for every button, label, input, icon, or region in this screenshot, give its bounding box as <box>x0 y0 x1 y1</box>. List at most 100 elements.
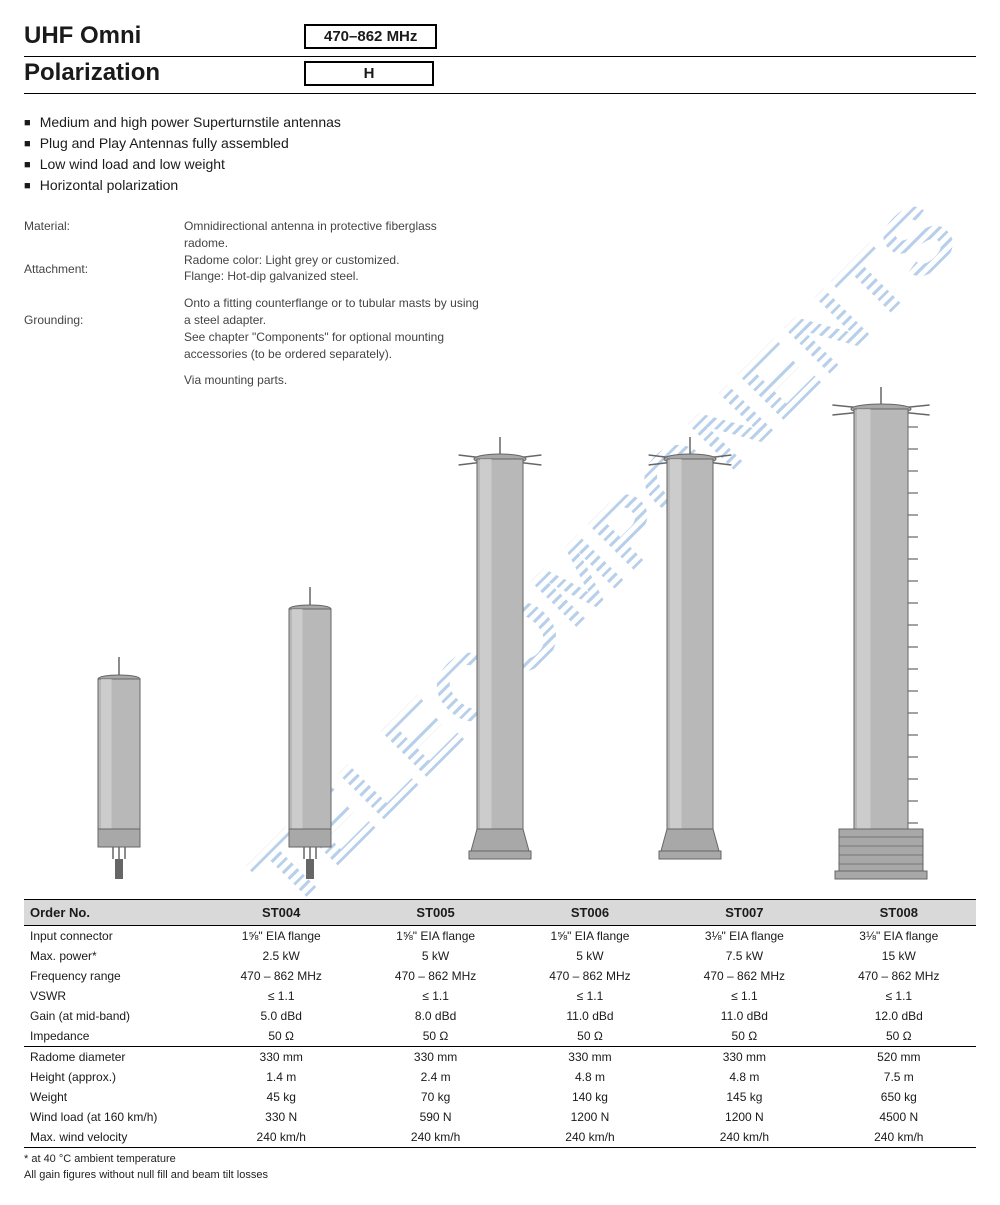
divider <box>24 93 976 94</box>
footnote: * at 40 °C ambient temperature <box>24 1152 976 1167</box>
antenna-col <box>24 649 214 889</box>
table-row: Wind load (at 160 km/h)330 N590 N1200 N1… <box>24 1107 976 1127</box>
antenna-col <box>786 379 976 889</box>
cell-value: 590 N <box>358 1107 512 1127</box>
label-material: Material: <box>24 218 144 235</box>
cell-value: 470 – 862 MHz <box>204 966 358 986</box>
cell-value: 330 mm <box>513 1047 667 1068</box>
cell-value: 4.8 m <box>513 1067 667 1087</box>
cell-value: 330 N <box>204 1107 358 1127</box>
divider <box>24 56 976 57</box>
cell-value: 11.0 dBd <box>513 1006 667 1026</box>
cell-value: 5 kW <box>358 946 512 966</box>
label-attachment: Attachment: <box>24 261 144 278</box>
antenna-col <box>595 429 785 889</box>
value-attachment: Onto a fitting counterflange or to tubul… <box>184 295 484 362</box>
row-label: Max. power* <box>24 946 204 966</box>
cell-value: 240 km/h <box>513 1127 667 1148</box>
cell-value: 470 – 862 MHz <box>822 966 976 986</box>
cell-value: 50 Ω <box>667 1026 821 1047</box>
row-label: Height (approx.) <box>24 1067 204 1087</box>
cell-value: 3⅛" EIA flange <box>822 926 976 947</box>
specs-block: Material: Attachment: Grounding: Omnidir… <box>24 218 484 399</box>
cell-value: 330 mm <box>358 1047 512 1068</box>
cell-value: 2.5 kW <box>204 946 358 966</box>
cell-value: 50 Ω <box>204 1026 358 1047</box>
cell-value: 45 kg <box>204 1087 358 1107</box>
table-row: Impedance50 Ω50 Ω50 Ω50 Ω50 Ω <box>24 1026 976 1047</box>
table-row: Max. power*2.5 kW5 kW5 kW7.5 kW15 kW <box>24 946 976 966</box>
footnotes: * at 40 °C ambient temperature All gain … <box>24 1152 976 1183</box>
table-row: Frequency range470 – 862 MHz470 – 862 MH… <box>24 966 976 986</box>
table-row: Height (approx.)1.4 m2.4 m4.8 m4.8 m7.5 … <box>24 1067 976 1087</box>
row-label: VSWR <box>24 986 204 1006</box>
cell-value: 330 mm <box>204 1047 358 1068</box>
cell-value: 4500 N <box>822 1107 976 1127</box>
cell-value: 1⅝" EIA flange <box>358 926 512 947</box>
cell-value: 240 km/h <box>822 1127 976 1148</box>
cell-value: 1⅝" EIA flange <box>204 926 358 947</box>
cell-value: 330 mm <box>667 1047 821 1068</box>
cell-value: 5 kW <box>513 946 667 966</box>
cell-value: ≤ 1.1 <box>822 986 976 1006</box>
cell-value: 7.5 m <box>822 1067 976 1087</box>
table-row: Gain (at mid-band)5.0 dBd8.0 dBd11.0 dBd… <box>24 1006 976 1026</box>
cell-value: 520 mm <box>822 1047 976 1068</box>
title-uhf-omni: UHF Omni <box>24 22 304 50</box>
cell-value: 470 – 862 MHz <box>667 966 821 986</box>
cell-value: 50 Ω <box>513 1026 667 1047</box>
row-label: Impedance <box>24 1026 204 1047</box>
cell-value: 3⅛" EIA flange <box>667 926 821 947</box>
row-label: Input connector <box>24 926 204 947</box>
cell-value: 2.4 m <box>358 1067 512 1087</box>
row-label: Weight <box>24 1087 204 1107</box>
header-row-1: UHF Omni 470–862 MHz <box>24 22 976 50</box>
cell-value: 7.5 kW <box>667 946 821 966</box>
cell-value: ≤ 1.1 <box>513 986 667 1006</box>
col-header-model: ST007 <box>667 900 821 926</box>
col-header-model: ST006 <box>513 900 667 926</box>
cell-value: 50 Ω <box>358 1026 512 1047</box>
row-label: Radome diameter <box>24 1047 204 1068</box>
table-row: Weight45 kg70 kg140 kg145 kg650 kg <box>24 1087 976 1107</box>
table-row: Input connector1⅝" EIA flange1⅝" EIA fla… <box>24 926 976 947</box>
col-header-label: Order No. <box>24 900 204 926</box>
row-label: Frequency range <box>24 966 204 986</box>
cell-value: 1200 N <box>513 1107 667 1127</box>
cell-value: 240 km/h <box>667 1127 821 1148</box>
cell-value: 5.0 dBd <box>204 1006 358 1026</box>
cell-value: 470 – 862 MHz <box>358 966 512 986</box>
cell-value: 70 kg <box>358 1087 512 1107</box>
cell-value: 145 kg <box>667 1087 821 1107</box>
cell-value: 470 – 862 MHz <box>513 966 667 986</box>
footnote: All gain figures without null fill and b… <box>24 1168 976 1183</box>
label-grounding: Grounding: <box>24 312 144 329</box>
antenna-illustrations <box>24 419 976 889</box>
col-header-model: ST008 <box>822 900 976 926</box>
badge-frequency: 470–862 MHz <box>304 24 437 49</box>
cell-value: ≤ 1.1 <box>358 986 512 1006</box>
bullet-item: Low wind load and low weight <box>24 154 976 175</box>
feature-bullets: Medium and high power Superturnstile ant… <box>24 112 976 196</box>
antenna-icon <box>68 649 170 889</box>
antenna-col <box>405 429 595 889</box>
cell-value: ≤ 1.1 <box>204 986 358 1006</box>
cell-value: 240 km/h <box>358 1127 512 1148</box>
cell-value: 15 kW <box>822 946 976 966</box>
antenna-icon <box>637 429 743 889</box>
cell-value: 12.0 dBd <box>822 1006 976 1026</box>
col-header-model: ST004 <box>204 900 358 926</box>
cell-value: 8.0 dBd <box>358 1006 512 1026</box>
cell-value: 1200 N <box>667 1107 821 1127</box>
row-label: Max. wind velocity <box>24 1127 204 1148</box>
row-label: Gain (at mid-band) <box>24 1006 204 1026</box>
value-grounding: Via mounting parts. <box>184 372 484 389</box>
table-row: VSWR≤ 1.1≤ 1.1≤ 1.1≤ 1.1≤ 1.1 <box>24 986 976 1006</box>
row-label: Wind load (at 160 km/h) <box>24 1107 204 1127</box>
bullet-item: Horizontal polarization <box>24 175 976 196</box>
antenna-icon <box>447 429 553 889</box>
badge-polarization: H <box>304 61 434 86</box>
title-polarization: Polarization <box>24 59 304 87</box>
table-row: Max. wind velocity240 km/h240 km/h240 km… <box>24 1127 976 1148</box>
cell-value: 650 kg <box>822 1087 976 1107</box>
